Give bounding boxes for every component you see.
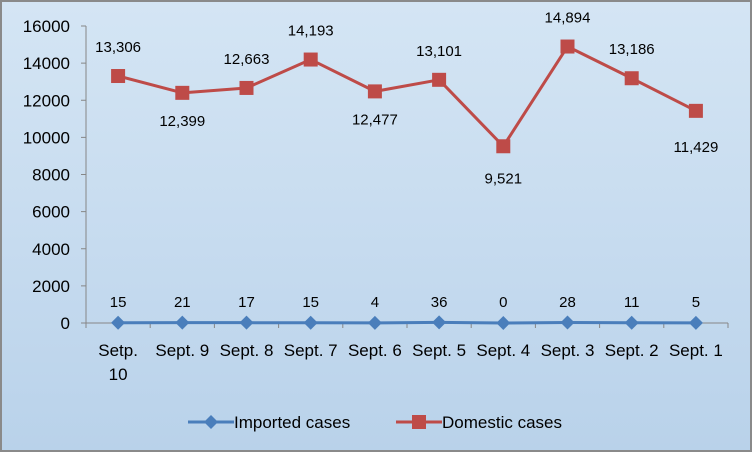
x-tick-label: Sept. 2 (605, 341, 659, 360)
y-tick-label: 16000 (23, 17, 70, 36)
data-label-domestic: 12,399 (159, 113, 205, 130)
data-point-imported (624, 315, 639, 330)
data-point-imported (560, 315, 575, 330)
data-label-domestic: 14,193 (288, 23, 334, 40)
x-tick-label: 10 (109, 365, 128, 384)
y-tick-label: 4000 (32, 240, 70, 259)
x-tick-label: Sept. 8 (220, 341, 274, 360)
data-point-imported (175, 315, 190, 330)
data-label-imported: 15 (302, 294, 319, 311)
data-point-imported (432, 315, 447, 330)
x-tick-label: Sept. 5 (412, 341, 466, 360)
data-label-imported: 4 (371, 294, 379, 311)
data-point-imported (303, 315, 318, 330)
y-tick-label: 0 (61, 314, 70, 333)
data-label-imported: 36 (431, 294, 448, 311)
x-tick-label: Sept. 9 (155, 341, 209, 360)
x-tick-label: Setp. (98, 341, 138, 360)
data-point-domestic (560, 39, 575, 54)
legend-label-imported: Imported cases (234, 413, 350, 432)
data-point-imported (111, 315, 126, 330)
data-label-imported: 0 (499, 294, 507, 311)
data-label-domestic: 13,306 (95, 39, 141, 56)
data-label-imported: 11 (624, 294, 640, 311)
data-label-domestic: 9,521 (485, 170, 523, 187)
y-tick-label: 6000 (32, 203, 70, 222)
x-tick-label: Sept. 7 (284, 341, 338, 360)
y-tick-label: 8000 (32, 166, 70, 185)
data-label-domestic: 11,429 (674, 139, 719, 156)
series-line-domestic (117, 45, 697, 148)
data-label-domestic: 14,894 (545, 10, 591, 27)
data-label-domestic: 12,663 (224, 51, 270, 68)
data-point-domestic (175, 85, 190, 100)
x-tick-label: Sept. 6 (348, 341, 402, 360)
data-point-imported (367, 315, 382, 330)
data-point-domestic (303, 52, 318, 67)
legend-marker-imported (204, 415, 218, 429)
data-point-domestic (432, 72, 447, 87)
x-tick-label: Sept. 4 (476, 341, 530, 360)
series-line-imported (118, 320, 696, 325)
x-tick-label: Sept. 3 (541, 341, 595, 360)
legend-marker-domestic (412, 415, 426, 429)
legend-label-domestic: Domestic cases (442, 413, 562, 432)
data-point-domestic (239, 80, 254, 95)
data-point-domestic (624, 71, 639, 86)
data-point-domestic (111, 69, 126, 84)
data-label-imported: 28 (559, 294, 576, 311)
data-label-imported: 17 (238, 294, 255, 311)
y-tick-label: 14000 (23, 54, 70, 73)
x-tick-label: Sept. 1 (669, 341, 723, 360)
data-point-imported (496, 316, 511, 330)
data-label-domestic: 13,101 (416, 43, 462, 60)
data-point-domestic (688, 103, 703, 118)
data-label-domestic: 12,477 (352, 111, 398, 128)
data-label-imported: 5 (692, 294, 700, 311)
data-label-imported: 15 (110, 294, 127, 311)
data-label-imported: 21 (174, 294, 191, 311)
data-point-imported (688, 315, 703, 330)
y-tick-label: 2000 (32, 277, 70, 296)
data-point-domestic (367, 84, 382, 99)
y-tick-label: 10000 (23, 128, 70, 147)
data-point-domestic (496, 139, 511, 154)
data-label-domestic: 13,186 (609, 41, 655, 58)
data-point-imported (239, 315, 254, 330)
y-tick-label: 12000 (23, 91, 70, 110)
